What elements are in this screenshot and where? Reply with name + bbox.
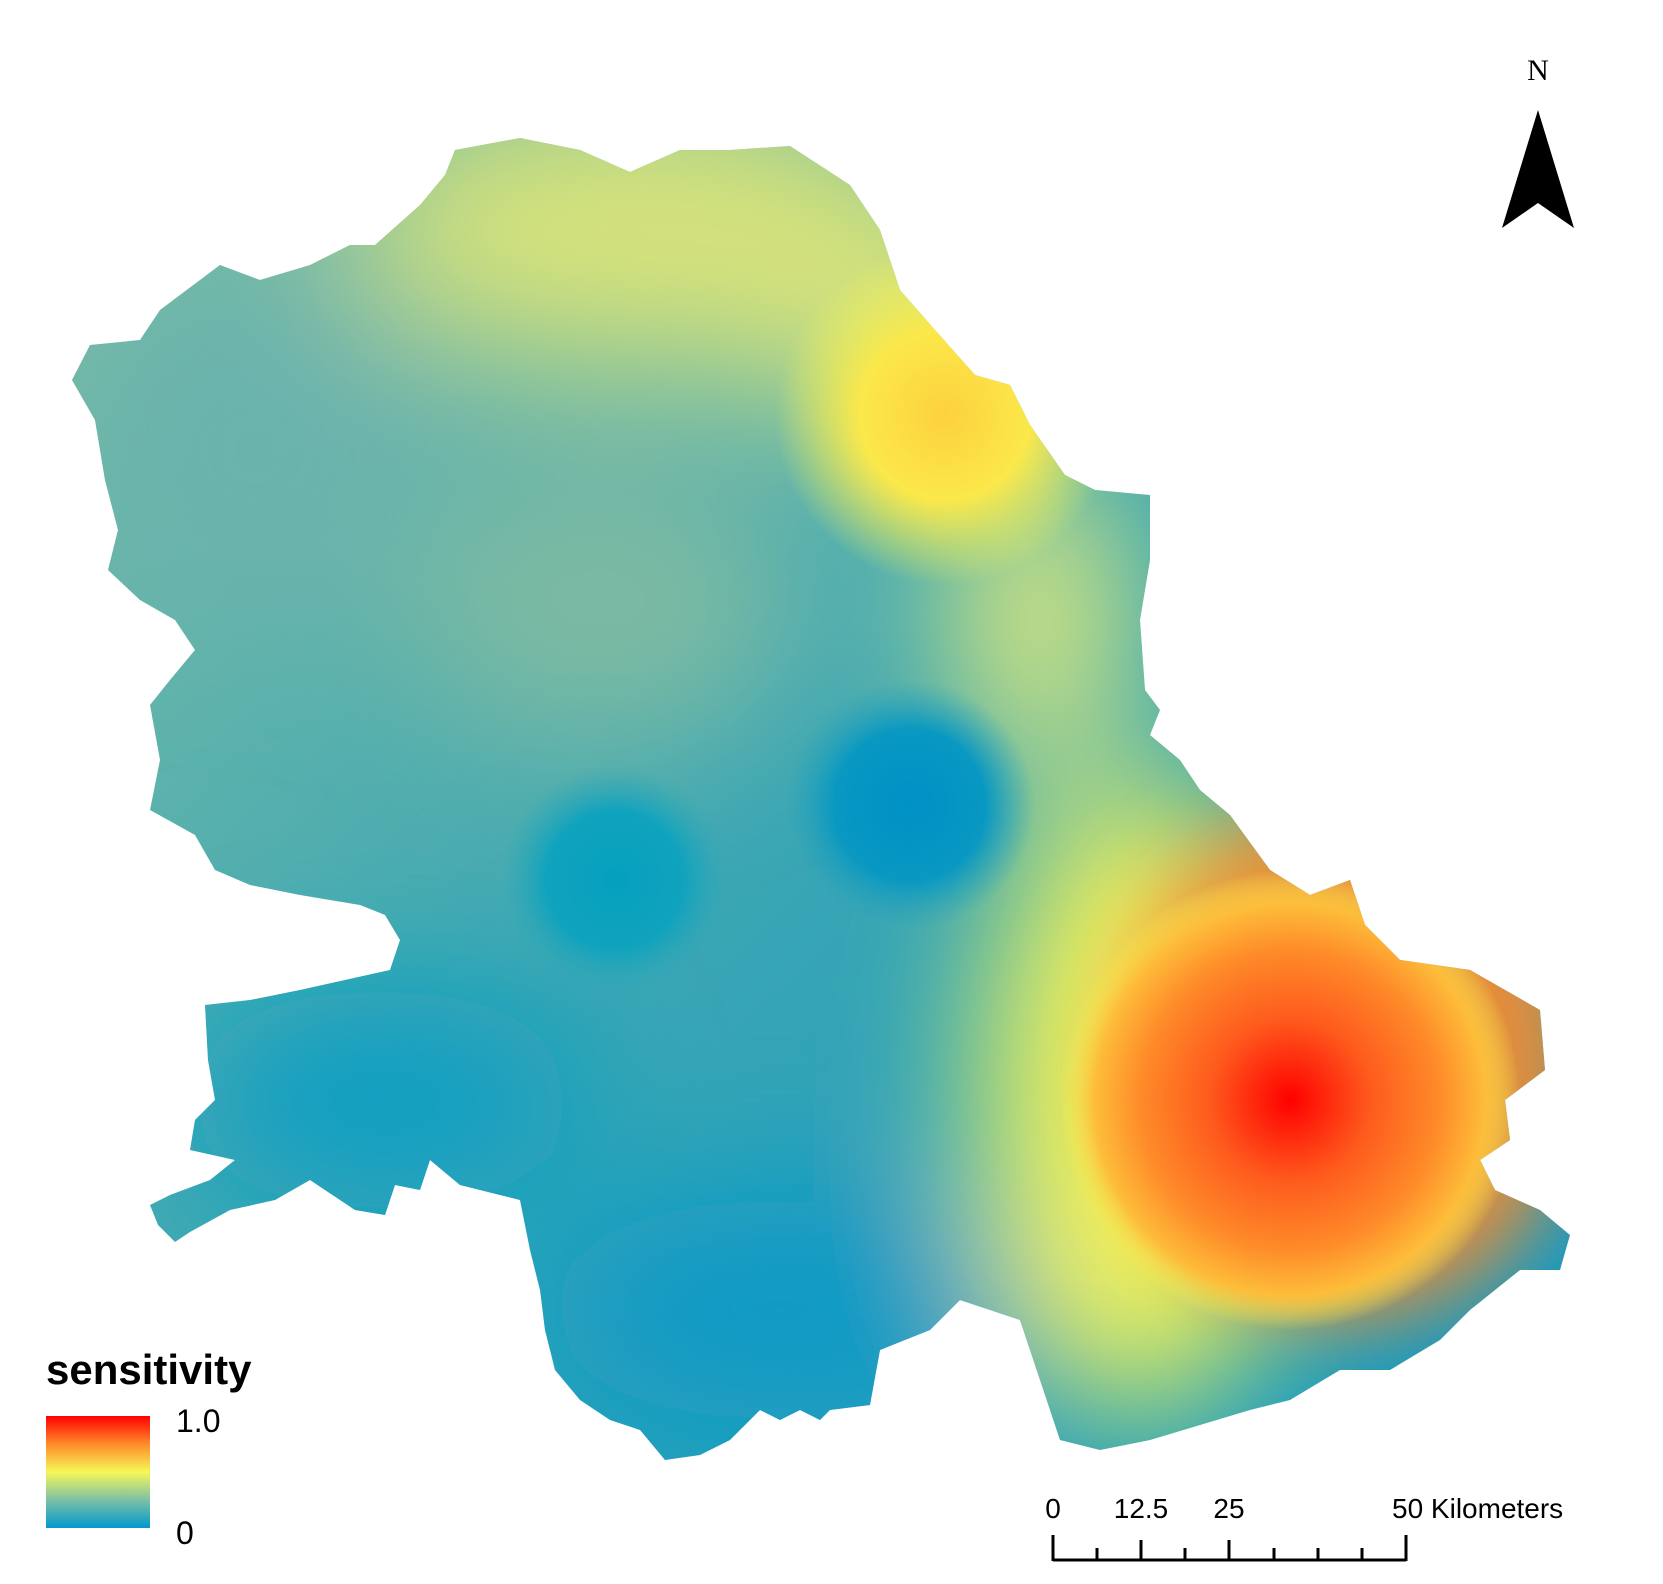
legend-min-label: 0 bbox=[176, 1515, 194, 1551]
hotspot-high bbox=[1060, 870, 1520, 1330]
north-arrow-icon bbox=[1502, 110, 1574, 228]
scale-bar: 0 12.5 25 50 Kilometers bbox=[1045, 1493, 1563, 1562]
scale-label-0: 0 bbox=[1045, 1493, 1061, 1524]
hotspot-low-2 bbox=[500, 765, 730, 995]
scale-label-50: 50 Kilometers bbox=[1392, 1493, 1563, 1524]
hotspot-low-1 bbox=[785, 680, 1035, 930]
legend-title: sensitivity bbox=[46, 1346, 252, 1393]
scale-label-25: 25 bbox=[1213, 1493, 1244, 1524]
legend-max-label: 1.0 bbox=[176, 1403, 220, 1439]
scale-bar-line bbox=[1051, 1535, 1408, 1562]
legend: sensitivity 1.0 0 bbox=[46, 1346, 252, 1551]
hotspot-mid-high bbox=[775, 245, 1115, 585]
scale-label-12-5: 12.5 bbox=[1114, 1493, 1169, 1524]
north-label: N bbox=[1527, 54, 1549, 87]
north-arrow: N bbox=[1502, 54, 1574, 228]
legend-color-ramp bbox=[46, 1416, 150, 1528]
